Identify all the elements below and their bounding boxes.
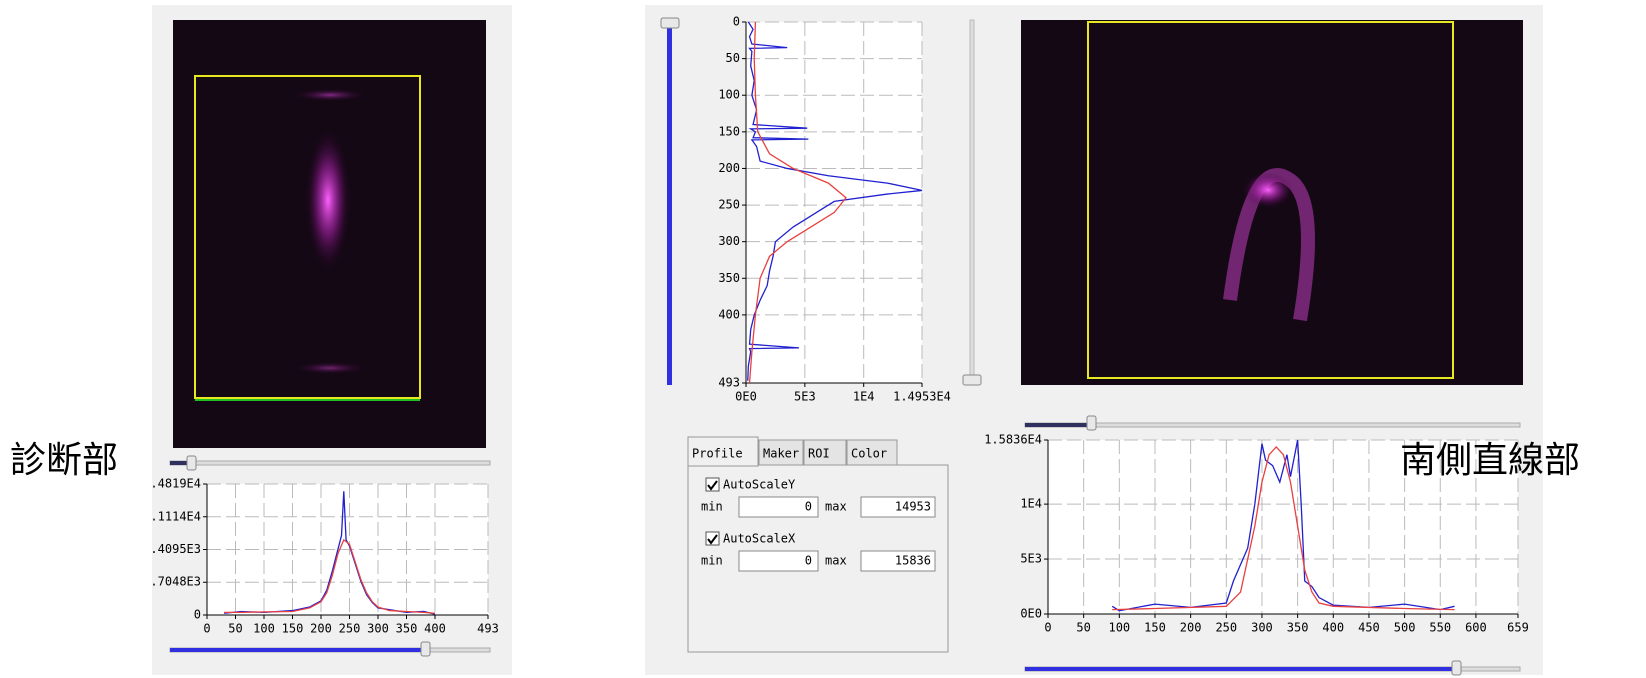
- min-label: min: [701, 500, 723, 514]
- v-slider[interactable]: [970, 20, 974, 385]
- tab-label: Profile: [692, 447, 743, 461]
- slider-track[interactable]: [1025, 423, 1520, 427]
- tab-label: Maker: [763, 447, 799, 461]
- y-tick-label: 1.1114E4: [143, 509, 201, 523]
- y-tick-label: 0E0: [1020, 607, 1042, 621]
- beam-spot: [306, 130, 350, 270]
- page: ProfileMakerROIColor AutoScaleYmin0max14…: [0, 0, 1646, 678]
- x-tick-label: 50: [1076, 621, 1090, 635]
- x-tick-label: 400: [424, 622, 446, 636]
- max-input: 14953: [895, 500, 931, 514]
- tab-label: ROI: [808, 447, 830, 461]
- x-tick-label: 5E3: [794, 390, 816, 404]
- x-tick-label: 300: [367, 622, 389, 636]
- x-tick-label: 350: [1287, 621, 1309, 635]
- max-label: max: [825, 554, 847, 568]
- min-input: 0: [805, 500, 812, 514]
- x-tick-label: 400: [1322, 621, 1344, 635]
- y-tick-label: 5E3: [1020, 552, 1042, 566]
- y-tick-label: 0: [733, 15, 740, 29]
- y-tick-label: 1E4: [1020, 497, 1042, 511]
- x-tick-label: 600: [1465, 621, 1487, 635]
- slider-thumb[interactable]: [1452, 661, 1461, 675]
- x-tick-label: 1.4953E4: [893, 390, 951, 404]
- x-tick-label: 0: [203, 622, 210, 636]
- slider-thumb[interactable]: [963, 375, 981, 385]
- checkbox-label: AutoScaleX: [723, 532, 796, 546]
- x-tick-label: 0E0: [735, 390, 757, 404]
- y-tick-label: 150: [718, 124, 740, 138]
- beam-spot: [1243, 172, 1293, 208]
- x-tick-label: 200: [1180, 621, 1202, 635]
- x-tick-label: 0: [1044, 621, 1051, 635]
- slider-fill: [1025, 423, 1090, 427]
- y-tick-label: 0: [194, 608, 201, 622]
- x-tick-label: 150: [1144, 621, 1166, 635]
- y-tick-label: 7.4095E3: [143, 542, 201, 556]
- y-tick-label: 50: [726, 51, 740, 65]
- plot-area: [746, 22, 922, 383]
- beam-halo: [295, 362, 365, 374]
- max-label: max: [825, 500, 847, 514]
- y-tick-label: 1.5836E4: [984, 433, 1042, 447]
- min-label: min: [701, 554, 723, 568]
- y-tick-label: 3.7048E3: [143, 575, 201, 589]
- x-tick-label: 250: [339, 622, 361, 636]
- x-tick-label: 250: [1215, 621, 1237, 635]
- y-tick-label: 1.4819E4: [143, 477, 201, 491]
- slider-track[interactable]: [170, 461, 490, 465]
- x-tick-label: 1E4: [853, 390, 875, 404]
- left-label: 診断部: [10, 440, 118, 481]
- max-input: 15836: [895, 554, 931, 568]
- x-tick-label: 150: [282, 622, 304, 636]
- y-tick-label: 250: [718, 198, 740, 212]
- checkbox[interactable]: [706, 478, 719, 491]
- right-label: 南側直線部: [1400, 440, 1580, 481]
- v-slider[interactable]: [667, 20, 672, 385]
- x-tick-label: 450: [1358, 621, 1380, 635]
- x-tick-label: 659: [1507, 621, 1529, 635]
- slider-thumb[interactable]: [1087, 416, 1096, 430]
- tab-label: Color: [851, 447, 887, 461]
- x-tick-label: 100: [1108, 621, 1130, 635]
- x-tick-label: 50: [228, 622, 242, 636]
- y-tick-label: 350: [718, 271, 740, 285]
- x-tick-label: 350: [396, 622, 418, 636]
- y-tick-label: 200: [718, 161, 740, 175]
- slider-thumb[interactable]: [187, 456, 196, 470]
- x-tick-label: 100: [253, 622, 275, 636]
- slider-fill: [1025, 667, 1455, 671]
- slider-fill: [170, 648, 425, 652]
- checkbox[interactable]: [706, 532, 719, 545]
- slider-thumb[interactable]: [421, 642, 430, 656]
- x-tick-label: 493: [477, 622, 499, 636]
- min-input: 0: [805, 554, 812, 568]
- x-tick-label: 200: [310, 622, 332, 636]
- slider-thumb[interactable]: [661, 18, 679, 28]
- x-tick-label: 500: [1394, 621, 1416, 635]
- x-tick-label: 550: [1429, 621, 1451, 635]
- y-tick-label: 300: [718, 234, 740, 248]
- y-tick-label: 493: [718, 376, 740, 390]
- screen: ProfileMakerROIColor AutoScaleYmin0max14…: [0, 0, 1646, 678]
- x-tick-label: 300: [1251, 621, 1273, 635]
- y-tick-label: 400: [718, 307, 740, 321]
- beam-halo: [295, 89, 365, 101]
- y-tick-label: 100: [718, 88, 740, 102]
- checkbox-label: AutoScaleY: [723, 478, 796, 492]
